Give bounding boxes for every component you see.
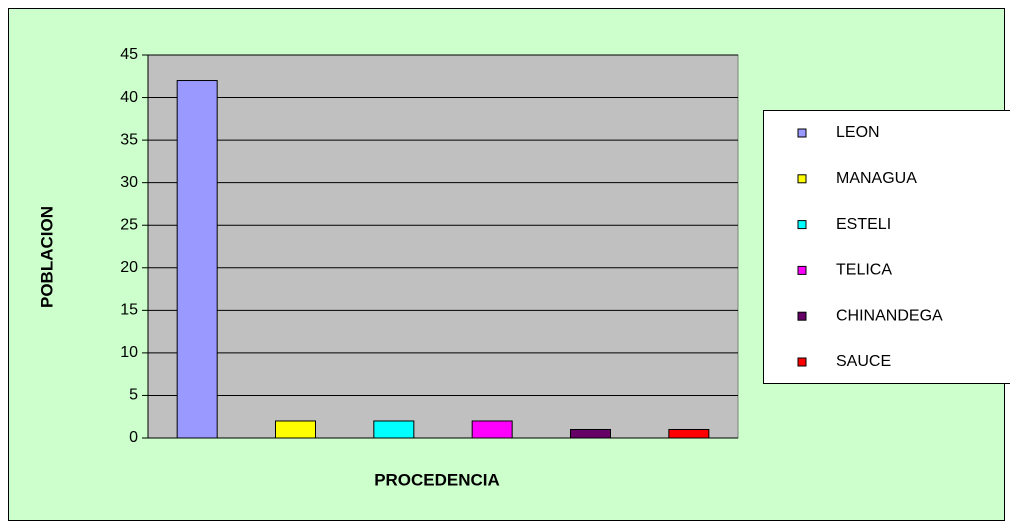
y-axis-title: POBLACION (37, 206, 56, 308)
legend-label: MANAGUA (836, 170, 917, 187)
legend-label: LEON (836, 124, 880, 141)
legend-label: ESTELI (836, 216, 891, 233)
legend-marker (797, 357, 807, 367)
bar (668, 428, 710, 439)
legend-marker (797, 265, 807, 275)
y-tick-label: 40 (120, 89, 138, 106)
bar (570, 428, 611, 439)
bar (176, 80, 218, 439)
legend-box (763, 110, 1010, 384)
bar (275, 420, 316, 439)
legend-marker (797, 220, 807, 230)
legend-marker (797, 128, 807, 138)
legend-marker (797, 311, 807, 321)
y-tick-label: 15 (120, 302, 138, 319)
bar (373, 420, 415, 439)
y-tick-label: 10 (120, 344, 138, 361)
legend-label: TELICA (836, 262, 892, 279)
legend-label: SAUCE (836, 353, 891, 370)
y-tick-label: 35 (120, 131, 138, 148)
x-axis-title: PROCEDENCIA (374, 470, 500, 489)
y-tick-label: 45 (120, 46, 138, 63)
y-tick-label: 25 (120, 216, 138, 233)
y-tick-label: 5 (129, 387, 138, 404)
y-tick-label: 30 (120, 174, 138, 191)
plot-area (147, 54, 739, 439)
legend-label: CHINANDEGA (836, 307, 943, 324)
bar (471, 420, 513, 439)
y-tick-label: 20 (120, 259, 138, 276)
legend-marker (797, 174, 807, 184)
y-tick-label: 0 (129, 429, 138, 446)
